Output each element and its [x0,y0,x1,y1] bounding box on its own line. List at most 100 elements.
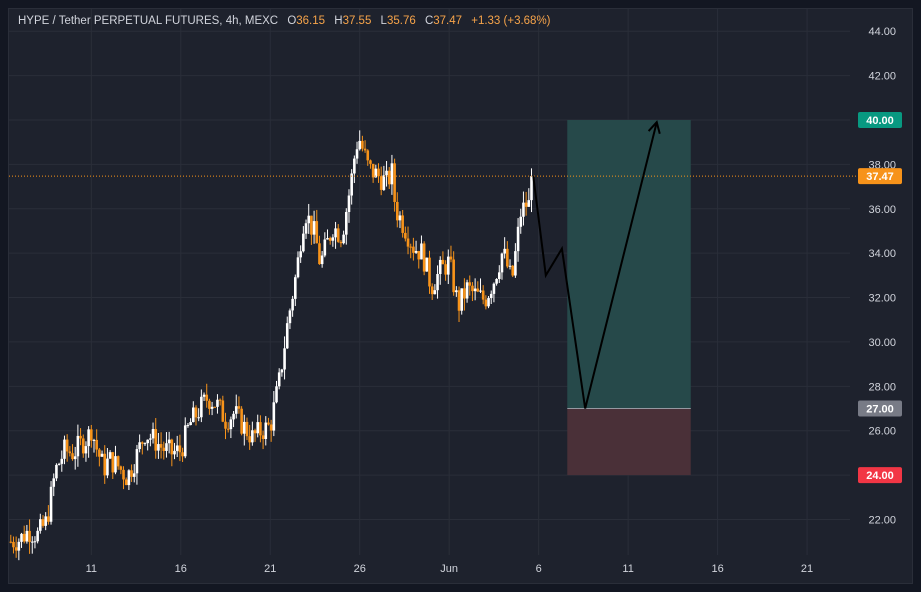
candle-body [304,223,308,234]
candle-body [374,168,378,178]
candle-body [506,248,509,267]
candle-body [430,286,434,295]
candle-body [57,463,61,465]
candle-body [446,256,450,275]
candle-body [130,470,133,477]
candle-body [256,422,260,434]
candle-body [385,170,388,176]
candle-body [41,519,45,526]
candle-body [119,466,123,470]
candle-body [98,449,101,457]
candle-body [387,170,391,185]
y-tick-label: 32.00 [868,293,896,305]
candle-body [114,456,117,473]
candle-body [122,469,125,480]
candle-body [484,299,488,307]
candle-body [221,400,225,422]
close-label: C [424,15,434,27]
candle-body [132,473,136,477]
candle-body [9,541,13,543]
candle-body [328,238,332,241]
open-label: O [287,15,297,27]
candle-body [108,452,112,459]
candle-body [390,163,394,185]
candle-body [277,372,281,387]
target-zone [567,119,691,409]
y-tick-label: 36.00 [868,204,896,216]
candle-body [436,274,439,291]
entry-price-badge: 27.00 [866,404,894,416]
x-tick-label: 26 [354,563,366,575]
candle-body [361,140,364,149]
candle-body [444,264,447,275]
candle-body [481,290,485,300]
candle-body [52,478,56,487]
candle-body [202,394,206,397]
candle-body [36,530,39,542]
candle-body [395,201,399,221]
y-tick-label: 44.00 [868,26,896,38]
candle-body [245,421,249,437]
candle-body [291,298,294,311]
candle-body [422,243,426,272]
candle-body [162,447,166,451]
x-tick-label: 16 [711,563,723,575]
candle-body [344,212,348,235]
close-value: 37.47 [433,15,463,27]
candle-body [95,439,98,450]
candle-body [433,290,437,295]
candle-body [441,259,445,265]
candle-body [81,438,85,454]
candle-body [216,399,219,407]
candle-body [514,251,517,276]
candle-body [355,149,359,159]
x-tick-label: 11 [86,563,97,575]
candle-body [455,290,458,293]
candle-body [492,283,496,294]
open-value: 36.15 [296,15,326,27]
candle-body [449,256,453,260]
candle-body [205,394,209,401]
x-tick-label: 11 [622,563,633,575]
candle-body [497,272,501,280]
candle-body [350,173,353,196]
candle-body [471,285,474,292]
candle-body [76,435,80,457]
candle-body [382,175,386,190]
candle-body [334,228,337,238]
x-tick-label: 6 [536,563,542,575]
candle-body [200,396,203,418]
y-tick-label: 22.00 [868,514,896,526]
candle-body [285,323,289,349]
candle-body [331,237,335,241]
candle-body [312,221,316,235]
candle-body [181,452,184,457]
candle-body [347,195,351,213]
candle-body [406,238,410,247]
candle-body [261,435,265,440]
candle-body [60,458,64,464]
candle-body [468,282,472,286]
candle-body [44,516,47,526]
candle-body [49,486,53,522]
x-tick-label: 21 [801,563,813,575]
change-value: +1.33 (+3.68%) [471,15,551,27]
candle-body [234,406,238,414]
candle-body [366,150,370,161]
candle-body [489,293,493,299]
stop-zone [567,408,691,476]
candle-body [409,246,413,248]
candle-body [379,176,383,190]
candle-body [522,202,525,217]
candle-body [87,429,90,447]
y-tick-label: 30.00 [868,337,896,349]
candle-body [302,233,305,252]
candle-body [267,422,270,425]
candle-body [519,216,523,227]
candle-body [20,533,23,542]
candle-body [192,407,195,423]
candle-body [127,470,131,486]
candle-body [189,422,192,426]
